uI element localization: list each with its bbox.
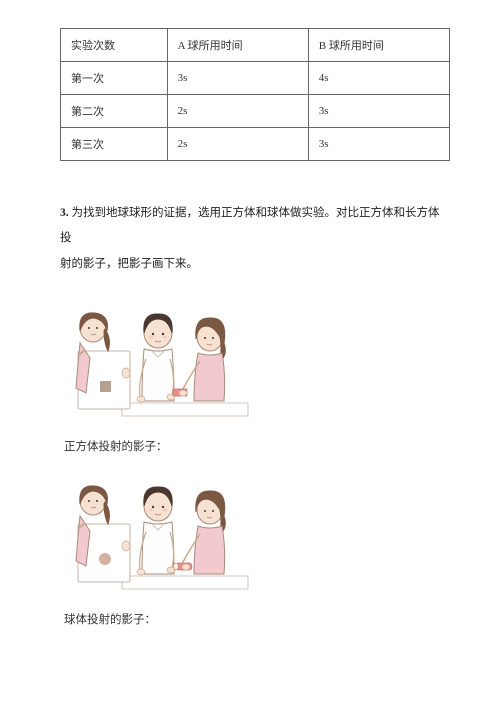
cell: 3s [308, 95, 449, 128]
caption-cube-shadow: 正方体投射的影子： [64, 438, 450, 454]
col-header: A 球所用时间 [167, 29, 308, 62]
table-row: 第三次 2s 3s [61, 128, 450, 161]
table-row: 第一次 3s 4s [61, 62, 450, 95]
question-line1: 为找到地球球形的证据，选用正方体和球体做实验。对比正方体和长方体投 [60, 207, 440, 244]
question-number: 3. [60, 207, 69, 219]
col-header: B 球所用时间 [308, 29, 449, 62]
cell: 3s [308, 128, 449, 161]
cell: 4s [308, 62, 449, 95]
cell: 第三次 [61, 128, 168, 161]
cell: 2s [167, 128, 308, 161]
illustration-sphere-experiment [60, 476, 250, 591]
question-3-text: 3. 为找到地球球形的证据，选用正方体和球体做实验。对比正方体和长方体投 射的影… [60, 201, 450, 277]
cell: 3s [167, 62, 308, 95]
table-header-row: 实验次数 A 球所用时间 B 球所用时间 [61, 29, 450, 62]
question-line2: 射的影子，把影子画下来。 [60, 258, 198, 270]
col-header: 实验次数 [61, 29, 168, 62]
cell: 第一次 [61, 62, 168, 95]
illustration-cube-experiment [60, 303, 250, 418]
experiment-table: 实验次数 A 球所用时间 B 球所用时间 第一次 3s 4s 第二次 2s 3s… [60, 28, 450, 161]
cell: 2s [167, 95, 308, 128]
cell: 第二次 [61, 95, 168, 128]
caption-sphere-shadow: 球体投射的影子： [64, 611, 450, 627]
table-row: 第二次 2s 3s [61, 95, 450, 128]
